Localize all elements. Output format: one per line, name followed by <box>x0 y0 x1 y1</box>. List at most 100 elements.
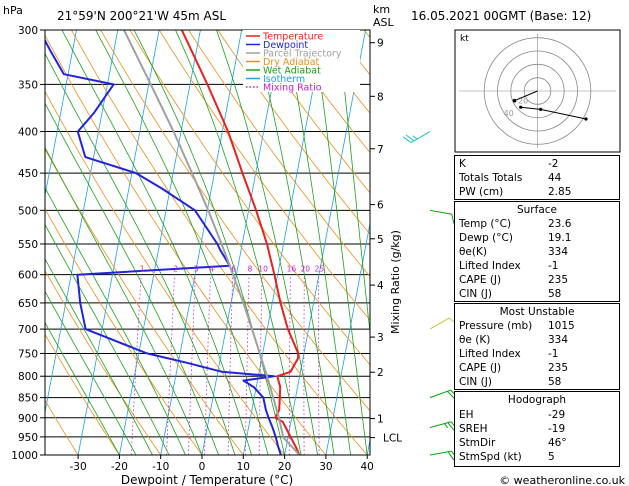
mixing-ratio-label: 16 <box>287 265 297 274</box>
index-row-k: K -2 <box>459 158 559 170</box>
general-indices-box: K -2 Totals Totals 44 PW (cm) 2.85 <box>454 155 620 200</box>
wind-barb-staff <box>429 421 452 428</box>
pressure-tick-label: 700 <box>18 324 38 336</box>
wet-adiabat-line <box>45 258 153 455</box>
asl-unit: ASL <box>373 16 395 29</box>
wet-adiabat-line <box>45 146 203 455</box>
pressure-tick-label: 1000 <box>11 450 38 462</box>
pressure-tick-label: 650 <box>18 298 38 310</box>
wind-barb <box>402 131 431 143</box>
wind-barb-staff <box>429 317 450 330</box>
hodograph: kt 20 40 <box>454 29 621 153</box>
pressure-tick-label: 800 <box>18 371 38 383</box>
mixing-ratio-line <box>188 274 196 455</box>
location-label: 21°59'N 200°21'W 45m ASL <box>57 9 226 23</box>
mixing-ratio-line <box>317 274 320 455</box>
dry-adiabat-line <box>100 30 370 412</box>
temperature-tick-label: -20 <box>111 461 128 473</box>
mixing-ratio-line <box>130 274 142 455</box>
dry-adiabat-line <box>45 208 203 455</box>
dry-adiabat-line <box>45 90 285 455</box>
mixing-ratio-label: 1 <box>140 265 145 274</box>
copyright: © weatheronline.co.uk <box>499 474 625 486</box>
isotherm-line <box>284 30 366 455</box>
km-tick-label: 3 <box>377 332 384 344</box>
wet-adiabat-line <box>285 30 352 455</box>
surface-title: Surface <box>516 204 557 216</box>
pressure-tick-label: 900 <box>18 413 38 425</box>
mixing-ratio-line <box>288 274 291 455</box>
legend-label: Dewpoint <box>263 40 308 51</box>
temperature-tick-label: -10 <box>152 461 169 473</box>
surface-box: Surface Temp (°C) 23.6 Dewp (°C) 19.1 θe(K… <box>454 201 620 302</box>
isotherm-line <box>325 221 370 455</box>
legend-label: Dry Adiabat <box>263 57 320 68</box>
sounding-lines <box>45 30 301 455</box>
index-row-pw: PW (cm) 2.85 <box>459 186 572 198</box>
pressure-tick-label: 600 <box>18 270 38 282</box>
mu-row: θe (K) 334 <box>459 334 569 346</box>
hodograph-point <box>539 107 543 111</box>
isotherm-line <box>45 30 119 415</box>
mu-row: Pressure (mb) 1015 <box>459 320 575 332</box>
wind-barb-staff <box>429 450 452 456</box>
dewpoint-line <box>45 38 282 455</box>
mixing-ratio-label: 3 <box>194 265 199 274</box>
pressure-tick-label: 300 <box>18 25 38 37</box>
surface-row: Lifted Index -1 <box>459 260 559 272</box>
mixing-ratio-line <box>204 274 211 455</box>
wet-adiabat-line <box>133 30 285 455</box>
dry-adiabat-line <box>45 34 327 455</box>
dry-adiabat-line <box>45 333 120 455</box>
wind-barb-flag <box>405 134 415 142</box>
pressure-tick-label: 500 <box>18 205 38 217</box>
pressure-tick-label: 400 <box>18 127 38 139</box>
mixing-ratio-label: 6 <box>231 265 236 274</box>
mixing-ratio-line <box>227 274 234 455</box>
wet-adiabat-line <box>45 186 186 455</box>
mixing-ratio-label: 20 <box>301 265 311 274</box>
hodograph-title: Hodograph <box>507 394 567 406</box>
km-tick-label: 7 <box>377 144 384 156</box>
pressure-tick-label: 450 <box>18 168 38 180</box>
pressure-tick-label: 950 <box>18 432 38 444</box>
background-lines <box>45 30 370 455</box>
legend-label: Mixing Ratio <box>263 83 322 94</box>
wet-adiabat-line <box>61 30 252 455</box>
wind-barb-half <box>444 423 449 429</box>
km-tick-label: 4 <box>377 280 384 292</box>
mixing-ratio-label: 10 <box>258 265 268 274</box>
surface-row: θe(K) 334 <box>459 246 569 258</box>
hodograph-box: Hodograph EH -29 SREH -19 StmDir 46° StmSpd… <box>454 391 620 467</box>
wind-barb-staff <box>429 209 452 215</box>
mixing-ratio-axis-label: Mixing Ratio (g/kg) <box>389 230 402 334</box>
wet-adiabat-line <box>45 223 170 455</box>
mu-row: CIN (J) 58 <box>459 376 562 388</box>
storm-motion-point <box>512 98 517 103</box>
hodograph-point <box>584 117 588 121</box>
wet-adiabat-line <box>337 30 370 337</box>
temperature-tick-label: 30 <box>319 461 332 473</box>
wind-barb <box>429 209 455 224</box>
hodograph-ring-label: 20 <box>518 96 528 105</box>
wind-barb-flag <box>447 422 455 431</box>
dry-adiabat-line <box>45 269 162 455</box>
isotherm-line <box>45 30 77 198</box>
mu-row: Lifted Index -1 <box>459 348 559 360</box>
mu-row: CAPE (J) 235 <box>459 362 569 374</box>
dry-adiabat-line <box>158 30 370 321</box>
dry-adiabat-line <box>217 30 370 235</box>
wind-barb-flag <box>451 214 455 224</box>
temperature-tick-label: 20 <box>278 461 291 473</box>
parcel-trajectory-line <box>123 30 301 455</box>
isotherm-line <box>242 30 325 455</box>
dry-adiabat-line <box>129 30 370 366</box>
x-axis-label: Dewpoint / Temperature (°C) <box>121 473 293 486</box>
mixing-ratio-line <box>245 274 250 455</box>
hodo-row: SREH -19 <box>459 423 566 435</box>
mixing-ratio-label: 4 <box>209 265 214 274</box>
legend-label: Parcel Trajectory <box>263 49 342 60</box>
storm-motion-vector <box>514 90 538 102</box>
wet-adiabat-line <box>216 30 318 455</box>
